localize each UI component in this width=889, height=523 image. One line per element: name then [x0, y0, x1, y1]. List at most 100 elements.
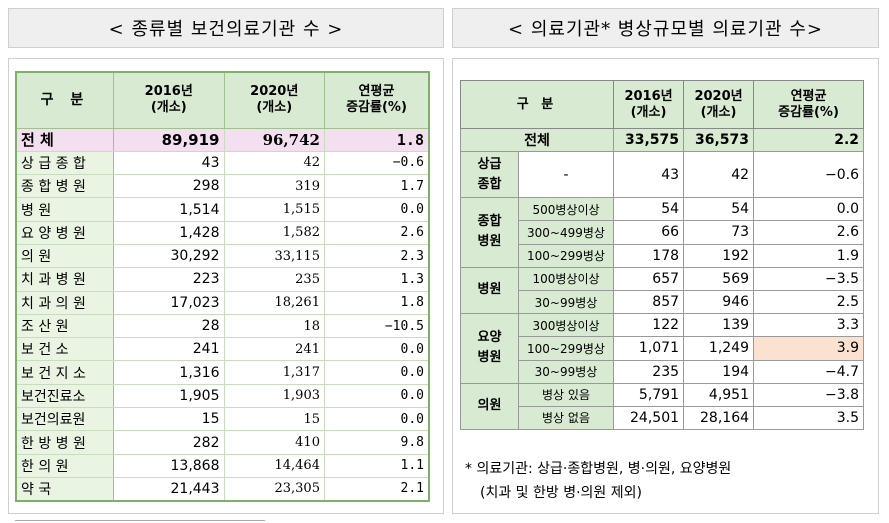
right-row: 100~299병상 178 192 1.9: [461, 243, 865, 268]
left-cell-2016: 1,514: [113, 197, 225, 222]
right-row: 30~99병상 857 946 2.5: [461, 289, 865, 315]
left-table: 구 분 2016년 (개소) 2020년 (개소) 연평균 증감률(%) 전 체 89,…: [15, 71, 430, 502]
right-header-rate: 연평균 증감률(%): [753, 80, 865, 129]
right-cell-rate: −4.7: [753, 359, 865, 384]
right-group-label: 요양 병원: [460, 313, 519, 384]
right-cell-2020: 946: [683, 289, 755, 315]
left-cell-rate: −10.5: [324, 313, 429, 339]
left-row-name: 치 과 병 원: [16, 267, 114, 292]
left-cell-2016: 15: [113, 407, 225, 432]
right-row: 병원 100병상이상 657 569 −3.5: [460, 266, 865, 315]
right-panel-box: [452, 58, 879, 514]
left-table-row: 상 급 종 합 43 42 −0.6: [16, 150, 429, 176]
right-cell-2020: 139: [683, 313, 755, 338]
left-cell-2016: 1,428: [113, 220, 225, 245]
left-table-row: 보건진료소 1,905 1,903 0.0: [16, 383, 429, 409]
right-cell-2016: 178: [613, 243, 685, 268]
left-cell-2020: 23,305: [224, 476, 325, 502]
left-table-row: 한 방 병 원 282 410 9.8: [16, 430, 429, 455]
right-cell-rate: −3.8: [753, 382, 865, 407]
left-table-row: 치 과 의 원 17,023 18,261 1.8: [16, 290, 429, 315]
right-cell-2016: 43: [613, 151, 685, 199]
left-cell-rate: 0.0: [324, 360, 429, 385]
right-sub-label: 100병상이상: [517, 266, 615, 291]
left-row-name: 조 산 원: [16, 313, 114, 339]
left-row-name: 약 국: [16, 476, 114, 502]
right-sub-label: 30~99병상: [517, 359, 615, 384]
left-cell-2016: 241: [113, 337, 225, 362]
right-row: 종합 병원 500병상이상 54 54 0.0: [460, 197, 865, 268]
left-table-row: 약 국 21,443 23,305 2.1: [16, 476, 429, 502]
right-footnote-2: (치과 및 한방 병·의원 제외): [480, 485, 642, 501]
right-header-gubun: 구 분: [459, 80, 615, 129]
left-cell-2016: 28: [113, 313, 225, 339]
right-sub-label: 100~299병상: [517, 336, 615, 361]
left-cell-rate: 1.3: [324, 267, 429, 292]
right-cell-rate: −3.5: [753, 266, 865, 291]
right-cell-2020: 42: [683, 151, 755, 199]
left-cell-rate: 9.8: [324, 430, 429, 455]
right-row: 의원 병상 있음 5,791 4,951 −3.8: [460, 382, 865, 431]
right-row-g1: 상급 종합 - 43 42 −0.6: [460, 151, 865, 199]
right-row: 30~99병상 235 194 −4.7: [461, 359, 865, 384]
left-row-name: 전 체: [16, 127, 114, 152]
left-row-name: 병 원: [16, 197, 114, 222]
left-row-name: 의 원: [16, 243, 114, 269]
left-cell-2020: 42: [224, 150, 325, 176]
left-cell-2016: 223: [113, 267, 225, 292]
left-cell-rate: 0.0: [324, 407, 429, 432]
left-table-row: 보 건 소 241 241 0.0: [16, 337, 429, 362]
left-header-gubun: 구 분: [15, 71, 114, 129]
bottom-divider: [15, 520, 265, 521]
left-row-name: 상 급 종 합: [16, 150, 114, 176]
left-row-name: 요 양 병 원: [16, 220, 114, 245]
right-cell-rate: 0.0: [753, 197, 865, 222]
left-row-name: 치 과 의 원: [16, 290, 114, 315]
right-cell-2020: 28,164: [683, 405, 755, 431]
left-cell-2020: 15: [224, 407, 325, 432]
left-cell-2016: 1,905: [113, 383, 225, 409]
right-cell-2020: 192: [683, 243, 755, 268]
right-cell-2020: 4,951: [683, 382, 755, 407]
right-header-2020: 2020년 (개소): [683, 80, 755, 129]
right-total-rate: 2.2: [753, 127, 865, 153]
left-cell-rate: 1.8: [324, 127, 429, 152]
right-row: 요양 병원 300병상이상 122 139 3.3: [460, 313, 865, 384]
left-cell-2016: 30,292: [113, 243, 225, 269]
right-cell-2016: 1,071: [613, 336, 685, 361]
right-cell-2020: 569: [683, 266, 755, 291]
right-panel-title: < 의료기관* 병상규모별 의료기관 수>: [452, 8, 879, 48]
left-cell-rate: 0.0: [324, 337, 429, 362]
left-cell-2020: 18: [224, 313, 325, 339]
right-cell-2020: 1,249: [683, 336, 755, 361]
left-cell-rate: 1.8: [324, 290, 429, 315]
left-table-row: 보건의료원 15 15 0.0: [16, 407, 429, 432]
right-cell-2016: 24,501: [613, 405, 685, 431]
left-panel-title: < 종류별 보건의료기관 수 >: [8, 8, 444, 48]
left-cell-2020: 33,115: [224, 243, 325, 269]
left-row-name: 보 건 소: [16, 337, 114, 362]
left-header-rate: 연평균 증감률(%): [323, 71, 430, 129]
left-cell-2016: 89,919: [113, 127, 225, 152]
left-cell-2020: 1,903: [224, 383, 325, 409]
right-total-2020: 36,573: [683, 127, 755, 153]
right-row: 병상 없음 24,501 28,164 3.5: [461, 405, 865, 431]
right-total-label: 전체: [459, 127, 615, 153]
left-table-row: 종 합 병 원 298 319 1.7: [16, 174, 429, 199]
left-cell-2020: 1,515: [224, 197, 325, 222]
right-group-label: 상급 종합: [460, 151, 519, 199]
left-cell-2016: 282: [113, 430, 225, 455]
right-sub-label: 병상 있음: [517, 382, 615, 407]
right-table: 구 분 2016년 (개소) 2020년 (개소) 연평균 증감률(%) 전체 33,…: [459, 80, 865, 431]
right-cell-rate-highlighted: 3.9: [753, 336, 865, 361]
right-sub-label: 300병상이상: [517, 313, 615, 338]
right-group-label: 의원: [460, 382, 519, 431]
left-row-name: 한 방 병 원: [16, 430, 114, 455]
right-cell-2016: 657: [613, 266, 685, 291]
left-row-name: 종 합 병 원: [16, 174, 114, 199]
left-table-row: 병 원 1,514 1,515 0.0: [16, 197, 429, 222]
left-cell-2020: 14,464: [224, 453, 325, 478]
left-table-row: 한 의 원 13,868 14,464 1.1: [16, 453, 429, 478]
left-cell-rate: 2.6: [324, 220, 429, 245]
left-cell-2020: 18,261: [224, 290, 325, 315]
